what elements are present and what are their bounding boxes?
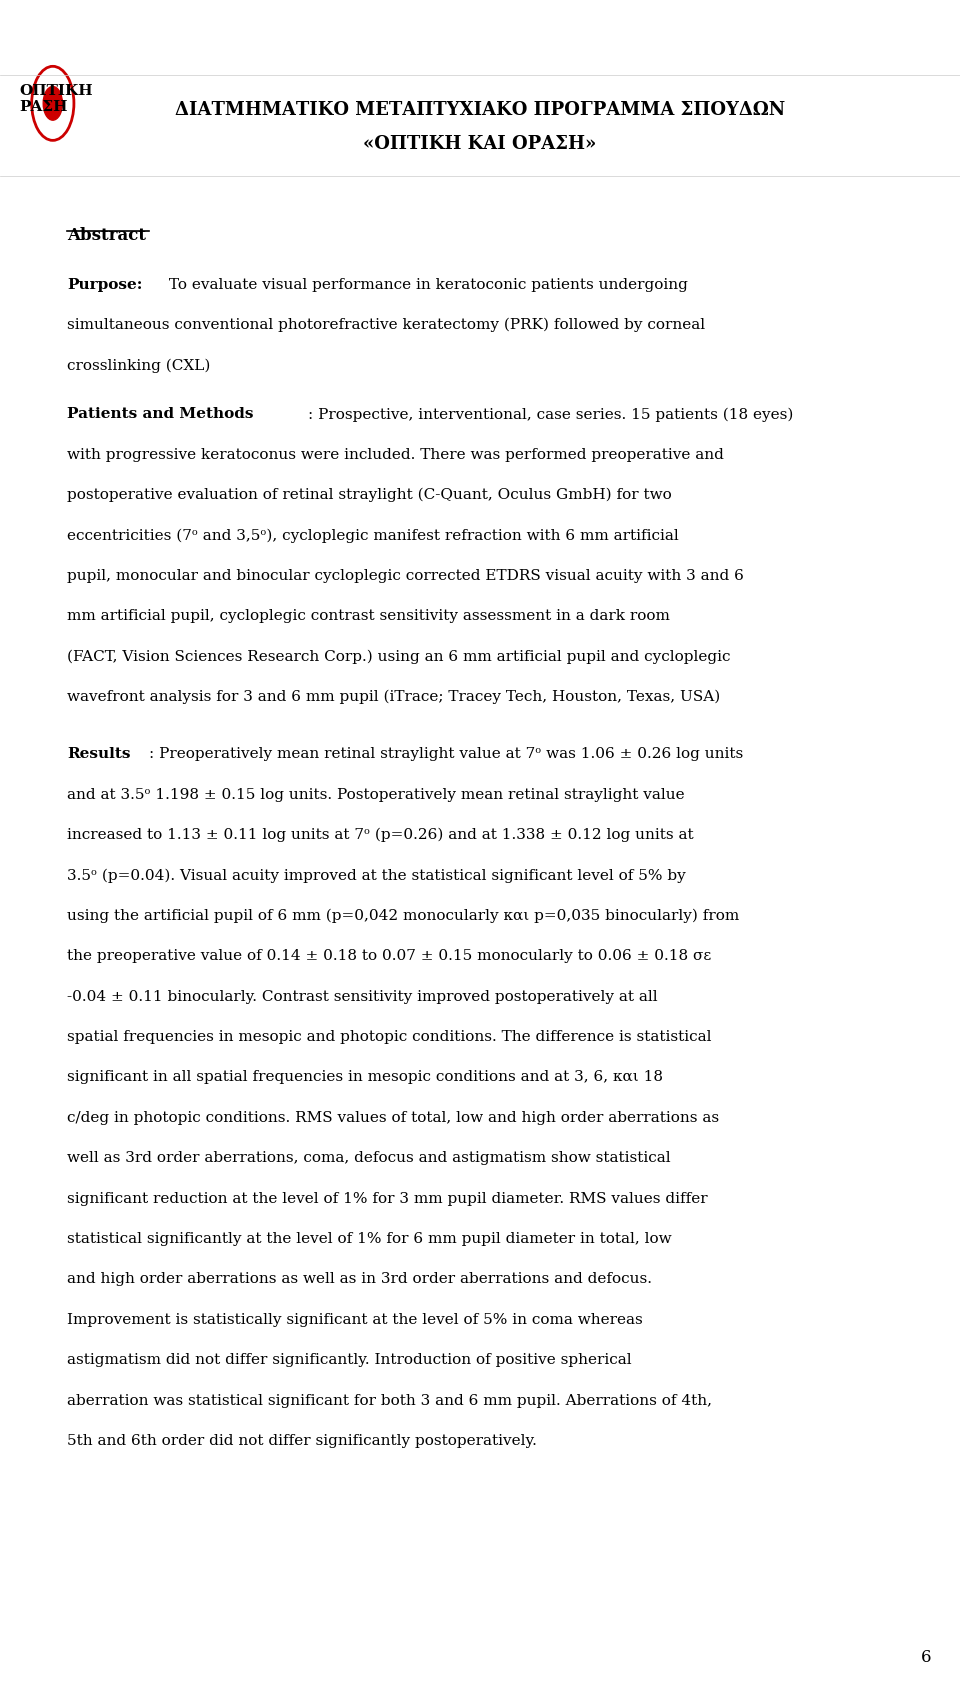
Text: Abstract: Abstract (67, 227, 146, 244)
Text: Results: Results (67, 747, 131, 760)
Text: astigmatism did not differ significantly. Introduction of positive spherical: astigmatism did not differ significantly… (67, 1352, 632, 1366)
Text: ΟΠΤΙΚΗ
ΡΑΣΗ: ΟΠΤΙΚΗ ΡΑΣΗ (19, 84, 93, 114)
Text: Purpose:: Purpose: (67, 278, 143, 291)
Text: eccentricities (7ᵒ and 3,5ᵒ), cycloplegic manifest refraction with 6 mm artifici: eccentricities (7ᵒ and 3,5ᵒ), cycloplegi… (67, 528, 679, 543)
Text: simultaneous conventional photorefractive keratectomy (PRK) followed by corneal: simultaneous conventional photorefractiv… (67, 318, 706, 333)
Text: Patients and Methods: Patients and Methods (67, 407, 253, 420)
Text: 5th and 6th order did not differ significantly postoperatively.: 5th and 6th order did not differ signifi… (67, 1433, 537, 1447)
Text: wavefront analysis for 3 and 6 mm pupil (iTrace; Tracey Tech, Houston, Texas, US: wavefront analysis for 3 and 6 mm pupil … (67, 690, 720, 705)
Text: statistical significantly at the level of 1% for 6 mm pupil diameter in total, l: statistical significantly at the level o… (67, 1231, 672, 1245)
Text: spatial frequencies in mesopic and photopic conditions. The difference is statis: spatial frequencies in mesopic and photo… (67, 1029, 711, 1043)
Text: mm artificial pupil, cycloplegic contrast sensitivity assessment in a dark room: mm artificial pupil, cycloplegic contras… (67, 609, 670, 622)
Text: : Preoperatively mean retinal straylight value at 7ᵒ was 1.06 ± 0.26 log units: : Preoperatively mean retinal straylight… (149, 747, 743, 760)
Text: c/deg in photopic conditions. RMS values of total, low and high order aberration: c/deg in photopic conditions. RMS values… (67, 1110, 719, 1124)
Text: increased to 1.13 ± 0.11 log units at 7ᵒ (p=0.26) and at 1.338 ± 0.12 log units : increased to 1.13 ± 0.11 log units at 7ᵒ… (67, 828, 694, 843)
Circle shape (43, 87, 62, 121)
Text: «ΟΠΤΙΚΗ ΚΑΙ ΟΡΑΣΗ»: «ΟΠΤΙΚΗ ΚΑΙ ΟΡΑΣΗ» (363, 135, 597, 153)
Text: -0.04 ± 0.11 binocularly. Contrast sensitivity improved postoperatively at all: -0.04 ± 0.11 binocularly. Contrast sensi… (67, 989, 658, 1002)
Text: (FACT, Vision Sciences Research Corp.) using an 6 mm artificial pupil and cyclop: (FACT, Vision Sciences Research Corp.) u… (67, 649, 731, 664)
Text: crosslinking (CXL): crosslinking (CXL) (67, 358, 210, 373)
Text: significant reduction at the level of 1% for 3 mm pupil diameter. RMS values dif: significant reduction at the level of 1%… (67, 1191, 708, 1204)
Text: the preoperative value of 0.14 ± 0.18 to 0.07 ± 0.15 monocularly to 0.06 ± 0.18 : the preoperative value of 0.14 ± 0.18 to… (67, 949, 711, 962)
Text: and high order aberrations as well as in 3rd order aberrations and defocus.: and high order aberrations as well as in… (67, 1272, 652, 1285)
Text: 6: 6 (921, 1648, 931, 1665)
Text: pupil, monocular and binocular cycloplegic corrected ETDRS visual acuity with 3 : pupil, monocular and binocular cyclopleg… (67, 569, 744, 582)
Text: 3.5ᵒ (p=0.04). Visual acuity improved at the statistical significant level of 5%: 3.5ᵒ (p=0.04). Visual acuity improved at… (67, 868, 686, 883)
Text: using the artificial pupil of 6 mm (p=0,042 monocularly και p=0,035 binocularly): using the artificial pupil of 6 mm (p=0,… (67, 908, 739, 923)
Text: : Prospective, interventional, case series. 15 patients (18 eyes): : Prospective, interventional, case seri… (308, 407, 793, 422)
Text: significant in all spatial frequencies in mesopic conditions and at 3, 6, και 18: significant in all spatial frequencies i… (67, 1070, 663, 1083)
Text: Improvement is statistically significant at the level of 5% in coma whereas: Improvement is statistically significant… (67, 1312, 643, 1325)
Text: well as 3rd order aberrations, coma, defocus and astigmatism show statistical: well as 3rd order aberrations, coma, def… (67, 1150, 671, 1164)
Text: with progressive keratoconus were included. There was performed preoperative and: with progressive keratoconus were includ… (67, 447, 724, 461)
Text: and at 3.5ᵒ 1.198 ± 0.15 log units. Postoperatively mean retinal straylight valu: and at 3.5ᵒ 1.198 ± 0.15 log units. Post… (67, 787, 684, 801)
Text: To evaluate visual performance in keratoconic patients undergoing: To evaluate visual performance in kerato… (164, 278, 688, 291)
Text: aberration was statistical significant for both 3 and 6 mm pupil. Aberrations of: aberration was statistical significant f… (67, 1393, 712, 1406)
Text: postoperative evaluation of retinal straylight (C-Quant, Oculus GmbH) for two: postoperative evaluation of retinal stra… (67, 488, 672, 503)
Text: ΔΙΑΤΜΗΜΑΤΙΚΟ ΜΕΤΑΠΤΥΧΙΑΚΟ ΠΡΟΓΡΑΜΜΑ ΣΠΟΥΔΩΝ: ΔΙΑΤΜΗΜΑΤΙΚΟ ΜΕΤΑΠΤΥΧΙΑΚΟ ΠΡΟΓΡΑΜΜΑ ΣΠΟΥ… (175, 101, 785, 119)
